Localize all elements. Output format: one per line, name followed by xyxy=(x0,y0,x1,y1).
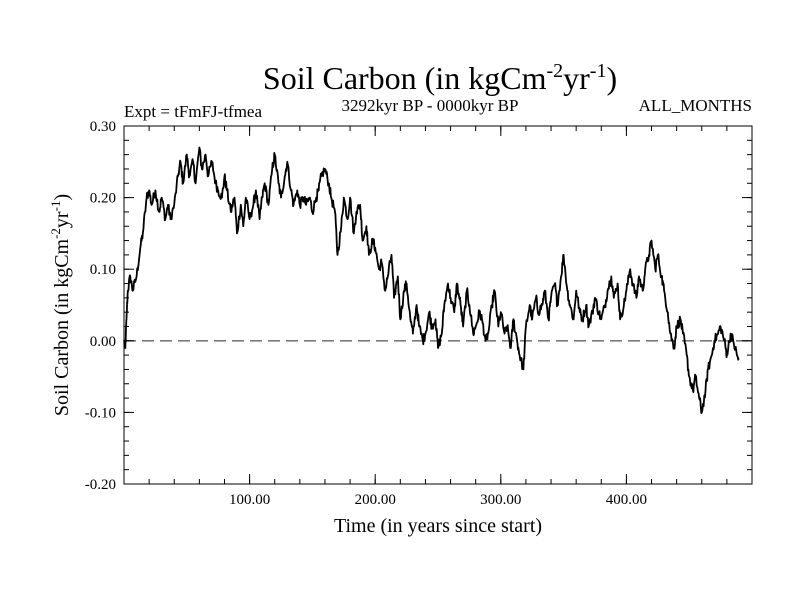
period-label: 3292kyr BP - 0000kyr BP xyxy=(342,96,519,115)
x-axis-label: Time (in years since start) xyxy=(334,515,542,537)
experiment-label: Expt = tFmFJ-tfmea xyxy=(124,102,262,121)
plot-frame xyxy=(123,125,753,485)
y-tick-label: -0.10 xyxy=(85,405,116,421)
x-tick-label: 100.00 xyxy=(229,492,270,508)
chart-title: Soil Carbon (in kgCm-2yr-1) xyxy=(263,60,617,96)
x-tick-label: 400.00 xyxy=(606,492,647,508)
y-tick-label: -0.20 xyxy=(85,477,116,493)
months-label: ALL_MONTHS xyxy=(639,96,752,115)
soil-carbon-series xyxy=(123,146,740,414)
y-tick-label: 0.30 xyxy=(90,119,116,135)
y-axis-label: Soil Carbon (in kgCm-2yr-1) xyxy=(48,194,73,416)
x-tick-label: 200.00 xyxy=(355,492,396,508)
y-tick-label: 0.20 xyxy=(90,191,116,207)
axes: 0.30 0.20 0.10 0.00 -0.10 -0.20 100.00 200.00 30… xyxy=(85,119,752,508)
y-tick-label: 0.00 xyxy=(90,334,116,350)
y-tick-label: 0.10 xyxy=(90,262,116,278)
x-tick-label: 300.00 xyxy=(480,492,521,508)
